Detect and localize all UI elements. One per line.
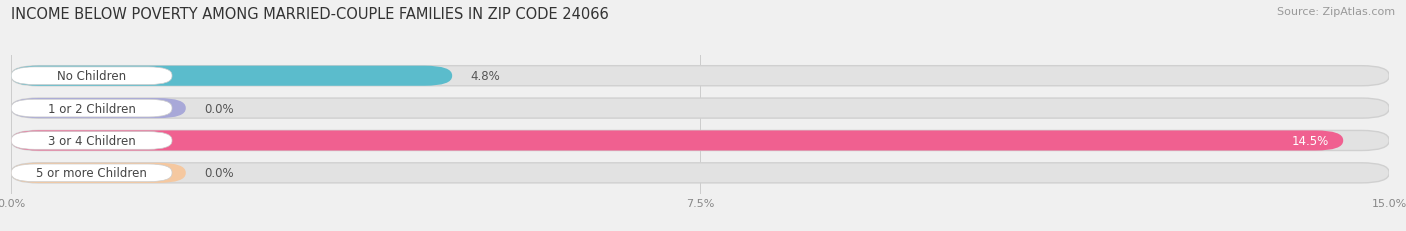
- FancyBboxPatch shape: [11, 100, 172, 117]
- FancyBboxPatch shape: [11, 164, 172, 182]
- FancyBboxPatch shape: [11, 68, 172, 85]
- Text: Source: ZipAtlas.com: Source: ZipAtlas.com: [1277, 7, 1395, 17]
- Text: 1 or 2 Children: 1 or 2 Children: [48, 102, 135, 115]
- FancyBboxPatch shape: [11, 99, 1389, 119]
- FancyBboxPatch shape: [11, 99, 186, 119]
- FancyBboxPatch shape: [11, 131, 1343, 151]
- FancyBboxPatch shape: [11, 163, 1389, 183]
- Text: INCOME BELOW POVERTY AMONG MARRIED-COUPLE FAMILIES IN ZIP CODE 24066: INCOME BELOW POVERTY AMONG MARRIED-COUPL…: [11, 7, 609, 22]
- FancyBboxPatch shape: [11, 132, 172, 150]
- Text: 0.0%: 0.0%: [204, 167, 233, 179]
- Text: 5 or more Children: 5 or more Children: [37, 167, 148, 179]
- Text: 0.0%: 0.0%: [204, 102, 233, 115]
- Text: 3 or 4 Children: 3 or 4 Children: [48, 134, 135, 147]
- Text: 4.8%: 4.8%: [471, 70, 501, 83]
- FancyBboxPatch shape: [11, 131, 1389, 151]
- Text: No Children: No Children: [58, 70, 127, 83]
- FancyBboxPatch shape: [11, 163, 186, 183]
- FancyBboxPatch shape: [11, 66, 1389, 86]
- Text: 14.5%: 14.5%: [1292, 134, 1330, 147]
- FancyBboxPatch shape: [11, 66, 453, 86]
